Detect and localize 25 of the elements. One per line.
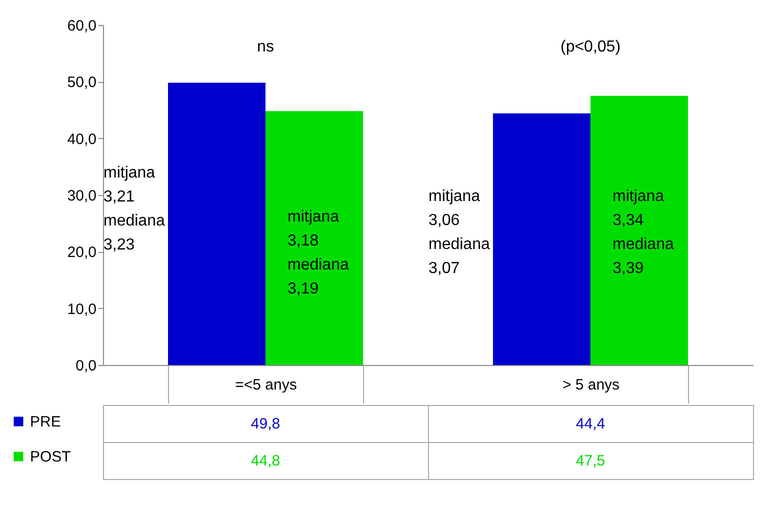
y-tick-label: 60,0 — [67, 18, 96, 34]
annotation: mitjana 3,21 mediana 3,23 — [104, 164, 165, 254]
bar — [266, 111, 363, 365]
annotation: mitjana 3,06 mediana 3,07 — [428, 188, 490, 278]
annotation: mitjana 3,18 mediana 3,19 — [288, 208, 349, 298]
data-label: 44,4 — [576, 416, 606, 432]
annotation: ns — [257, 38, 274, 56]
y-tick-label: 20,0 — [67, 244, 96, 262]
data-label: 47,5 — [576, 452, 606, 470]
x-tick-label: > 5 anys — [562, 376, 620, 394]
annotation: (p<0,05) — [560, 38, 621, 56]
y-tick-label: 40,0 — [67, 130, 96, 148]
bar — [590, 96, 688, 365]
x-tick-label: =<5 anys — [235, 376, 297, 394]
y-tick-label: 30,0 — [67, 188, 96, 204]
data-label: 49,8 — [250, 416, 280, 432]
y-tick-label: 10,0 — [67, 300, 96, 318]
data-label: 44,8 — [250, 452, 280, 470]
legend-label: PRE — [30, 414, 61, 430]
y-tick-label: 50,0 — [67, 74, 96, 92]
bar — [493, 113, 590, 365]
bar — [168, 82, 266, 365]
annotation: mitjana 3,34 mediana 3,39 — [612, 188, 674, 278]
legend-label: POST — [30, 448, 71, 466]
y-tick-label: 0,0 — [76, 358, 96, 374]
